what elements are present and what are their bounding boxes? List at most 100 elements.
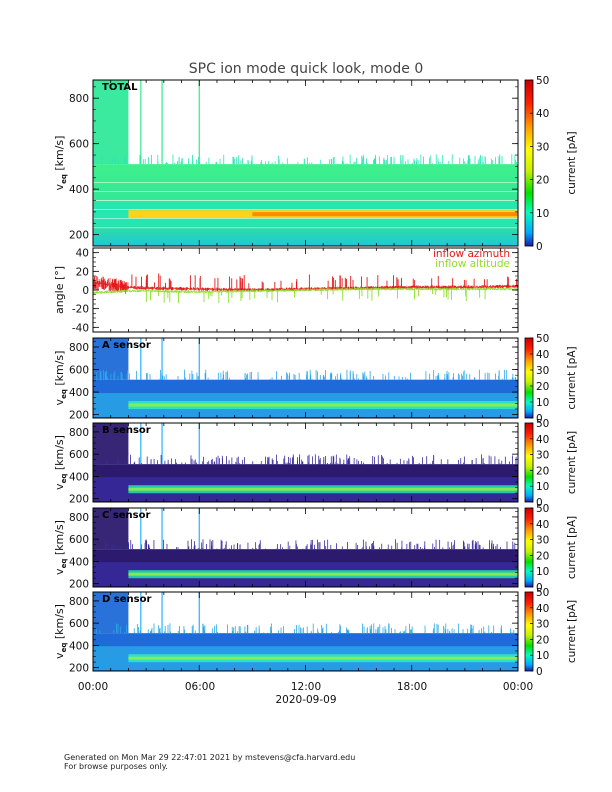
colorbar-label: current [pA] [566, 600, 578, 663]
panel-total: TOTAL 200 400 600 800 veq [km/s] 0 10 20 30 40 50 cu… [53, 75, 578, 253]
footer-browse: For browse purposes only. [64, 762, 168, 771]
y-axis-label: angle [°] [53, 266, 66, 314]
y-axis-label: veq [km/s] [53, 604, 68, 659]
y-tick-label: 800 [69, 512, 89, 524]
y-axis-label: veq [km/s] [53, 136, 68, 191]
y-tick-label: -40 [72, 322, 89, 334]
core-beam-peak [128, 572, 518, 576]
colorbar-tick-label: 50 [536, 418, 549, 430]
early-fill [93, 592, 129, 634]
y-tick-label: 600 [69, 449, 89, 461]
y-tick-label: 600 [69, 534, 89, 546]
colorbar-tick-label: 40 [536, 519, 549, 531]
legend-azimuth: inflow azimuth [433, 248, 510, 260]
colorbar-tick-label: 50 [536, 587, 549, 599]
time-tick-0: 00:00 [78, 681, 108, 693]
plot-frame [92, 591, 519, 672]
colorbar-tick-label: 0 [536, 413, 543, 425]
plot-frame [92, 422, 519, 503]
core-beam-peak [128, 656, 518, 660]
colorbar-tick-label: 10 [536, 397, 549, 409]
y-tick-label: 200 [69, 579, 89, 591]
date-label: 2020-09-09 [275, 694, 336, 706]
colorbar-tick-label: 10 [536, 650, 549, 662]
y-tick-label: 400 [69, 387, 89, 399]
time-tick-3: 18:00 [397, 681, 427, 693]
y-tick-label: -20 [72, 304, 89, 316]
core-beam-peak [252, 212, 518, 217]
time-axis-labels: 00:00 06:00 12:00 18:00 00:00 2020-09-09 [78, 681, 533, 706]
panel-label: C sensor [102, 510, 150, 521]
colorbar-label: current [pA] [566, 431, 578, 494]
colorbar-tick-label: 50 [536, 75, 549, 87]
panel-label: D sensor [102, 594, 151, 605]
colorbar-tick-label: 30 [536, 535, 549, 547]
colorbar-tick-label: 10 [536, 566, 549, 578]
colorbar-tick-label: 0 [536, 582, 543, 594]
colorbar-tick-label: 30 [536, 450, 549, 462]
colorbar-label: current [pA] [566, 516, 578, 579]
colorbar-tick-label: 0 [536, 666, 543, 678]
early-fill [93, 508, 129, 550]
footer-generated: Generated on Mon Mar 29 22:47:01 2021 by… [64, 753, 356, 762]
colorbar-tick-label: 30 [536, 619, 549, 631]
colorbar-tick-label: 20 [536, 465, 549, 477]
y-tick-label: 800 [69, 596, 89, 608]
y-tick-label: 200 [69, 663, 89, 675]
y-tick-label: 800 [69, 427, 89, 439]
y-axis-label: veq [km/s] [53, 351, 68, 406]
colorbar-label: current [pA] [566, 346, 578, 409]
time-tick-2: 12:00 [291, 681, 321, 693]
colorbar [524, 507, 534, 588]
core-beam-peak [128, 487, 518, 491]
colorbar [524, 337, 534, 419]
y-tick-label: 200 [69, 494, 89, 506]
colorbar-tick-label: 40 [536, 434, 549, 446]
early-fill [93, 80, 129, 165]
y-tick-label: 600 [69, 365, 89, 377]
colorbar-label: current [pA] [566, 131, 578, 194]
panel-label: TOTAL [102, 82, 138, 93]
plot-frame [92, 247, 519, 333]
y-tick-label: 20 [76, 266, 89, 278]
colorbar-tick-label: 40 [536, 349, 549, 361]
y-tick-label: 0 [82, 285, 89, 297]
colorbar-tick-label: 50 [536, 503, 549, 515]
y-tick-label: 200 [69, 410, 89, 422]
panel-label: A sensor [102, 340, 151, 351]
colorbar-tick-label: 20 [536, 634, 549, 646]
panel-label: B sensor [102, 425, 151, 436]
y-axis-label: veq [km/s] [53, 435, 68, 490]
colorbar-tick-label: 20 [536, 175, 549, 187]
footer-note: Generated on Mon Mar 29 22:47:01 2021 by… [64, 753, 355, 771]
colorbar-tick-label: 20 [536, 381, 549, 393]
colorbar-tick-label: 20 [536, 550, 549, 562]
y-tick-label: 800 [69, 93, 89, 105]
y-tick-label: 400 [69, 640, 89, 652]
y-axis-label: veq [km/s] [53, 520, 68, 575]
colorbar-tick-label: 0 [536, 241, 543, 253]
plot-frame [92, 79, 519, 247]
y-tick-label: 400 [69, 556, 89, 568]
plot-frame [92, 337, 519, 419]
colorbar [524, 79, 534, 247]
colorbar-tick-label: 30 [536, 141, 549, 153]
colorbar [524, 422, 534, 503]
early-fill [93, 423, 129, 465]
early-fill [93, 338, 129, 380]
colorbar-tick-label: 40 [536, 108, 549, 120]
y-tick-label: 800 [69, 342, 89, 354]
colorbar-tick-label: 10 [536, 481, 549, 493]
y-tick-label: 600 [69, 139, 89, 151]
colorbar [524, 591, 534, 672]
colorbar-tick-label: 40 [536, 603, 549, 615]
colorbar-tick-label: 50 [536, 333, 549, 345]
colorbar-tick-label: 30 [536, 365, 549, 377]
y-tick-label: 400 [69, 184, 89, 196]
